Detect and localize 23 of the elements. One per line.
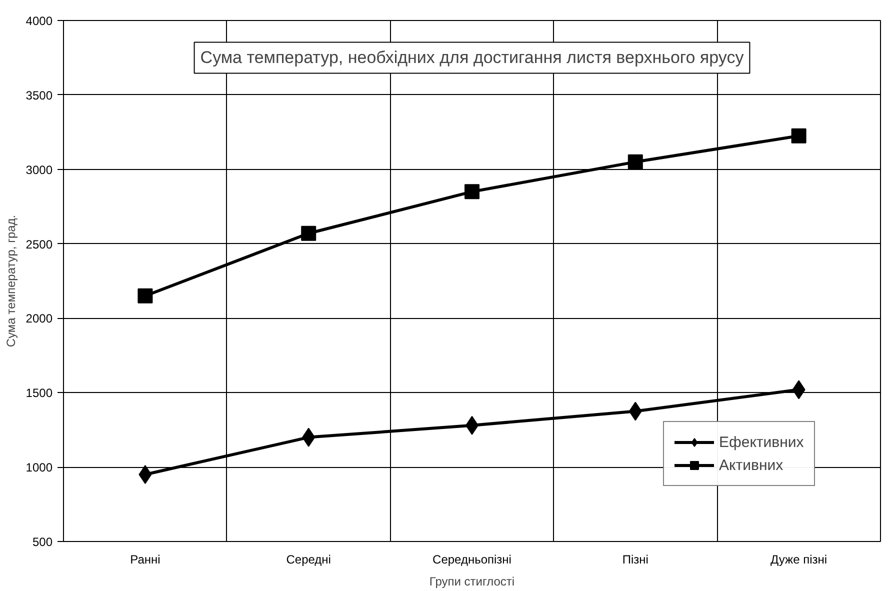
x-tick-label: Пізні	[622, 552, 648, 566]
y-tick-label: 2000	[26, 312, 53, 326]
y-tick-label: 1500	[26, 386, 53, 400]
x-axis-title: Групи стиглості	[429, 574, 515, 588]
y-tick-label: 1000	[26, 460, 53, 475]
point	[628, 154, 643, 170]
y-tick-label: 3500	[26, 88, 53, 102]
y-tick-label: 2500	[26, 237, 53, 252]
text: Сума температур, необхідних для достигання листя верхнього ярусу	[200, 48, 744, 68]
x-tick-label: Середньопізні	[432, 552, 512, 566]
legend-label: Активних	[719, 456, 784, 474]
point	[791, 128, 806, 144]
point	[464, 184, 480, 200]
x-tick-label: Середні	[286, 552, 331, 566]
y-tick-label: 500	[32, 535, 53, 549]
x-tick-label: Ранні	[130, 552, 160, 566]
x-tick-label: Дуже пізні	[770, 552, 828, 566]
y-tick-label: 3000	[26, 162, 53, 177]
y-tick-label: 4000	[26, 14, 53, 28]
y-axis-title: Сума температур, град.	[4, 214, 18, 348]
legend-label: Ефективних	[719, 434, 804, 450]
point	[301, 226, 316, 241]
point	[138, 288, 153, 304]
